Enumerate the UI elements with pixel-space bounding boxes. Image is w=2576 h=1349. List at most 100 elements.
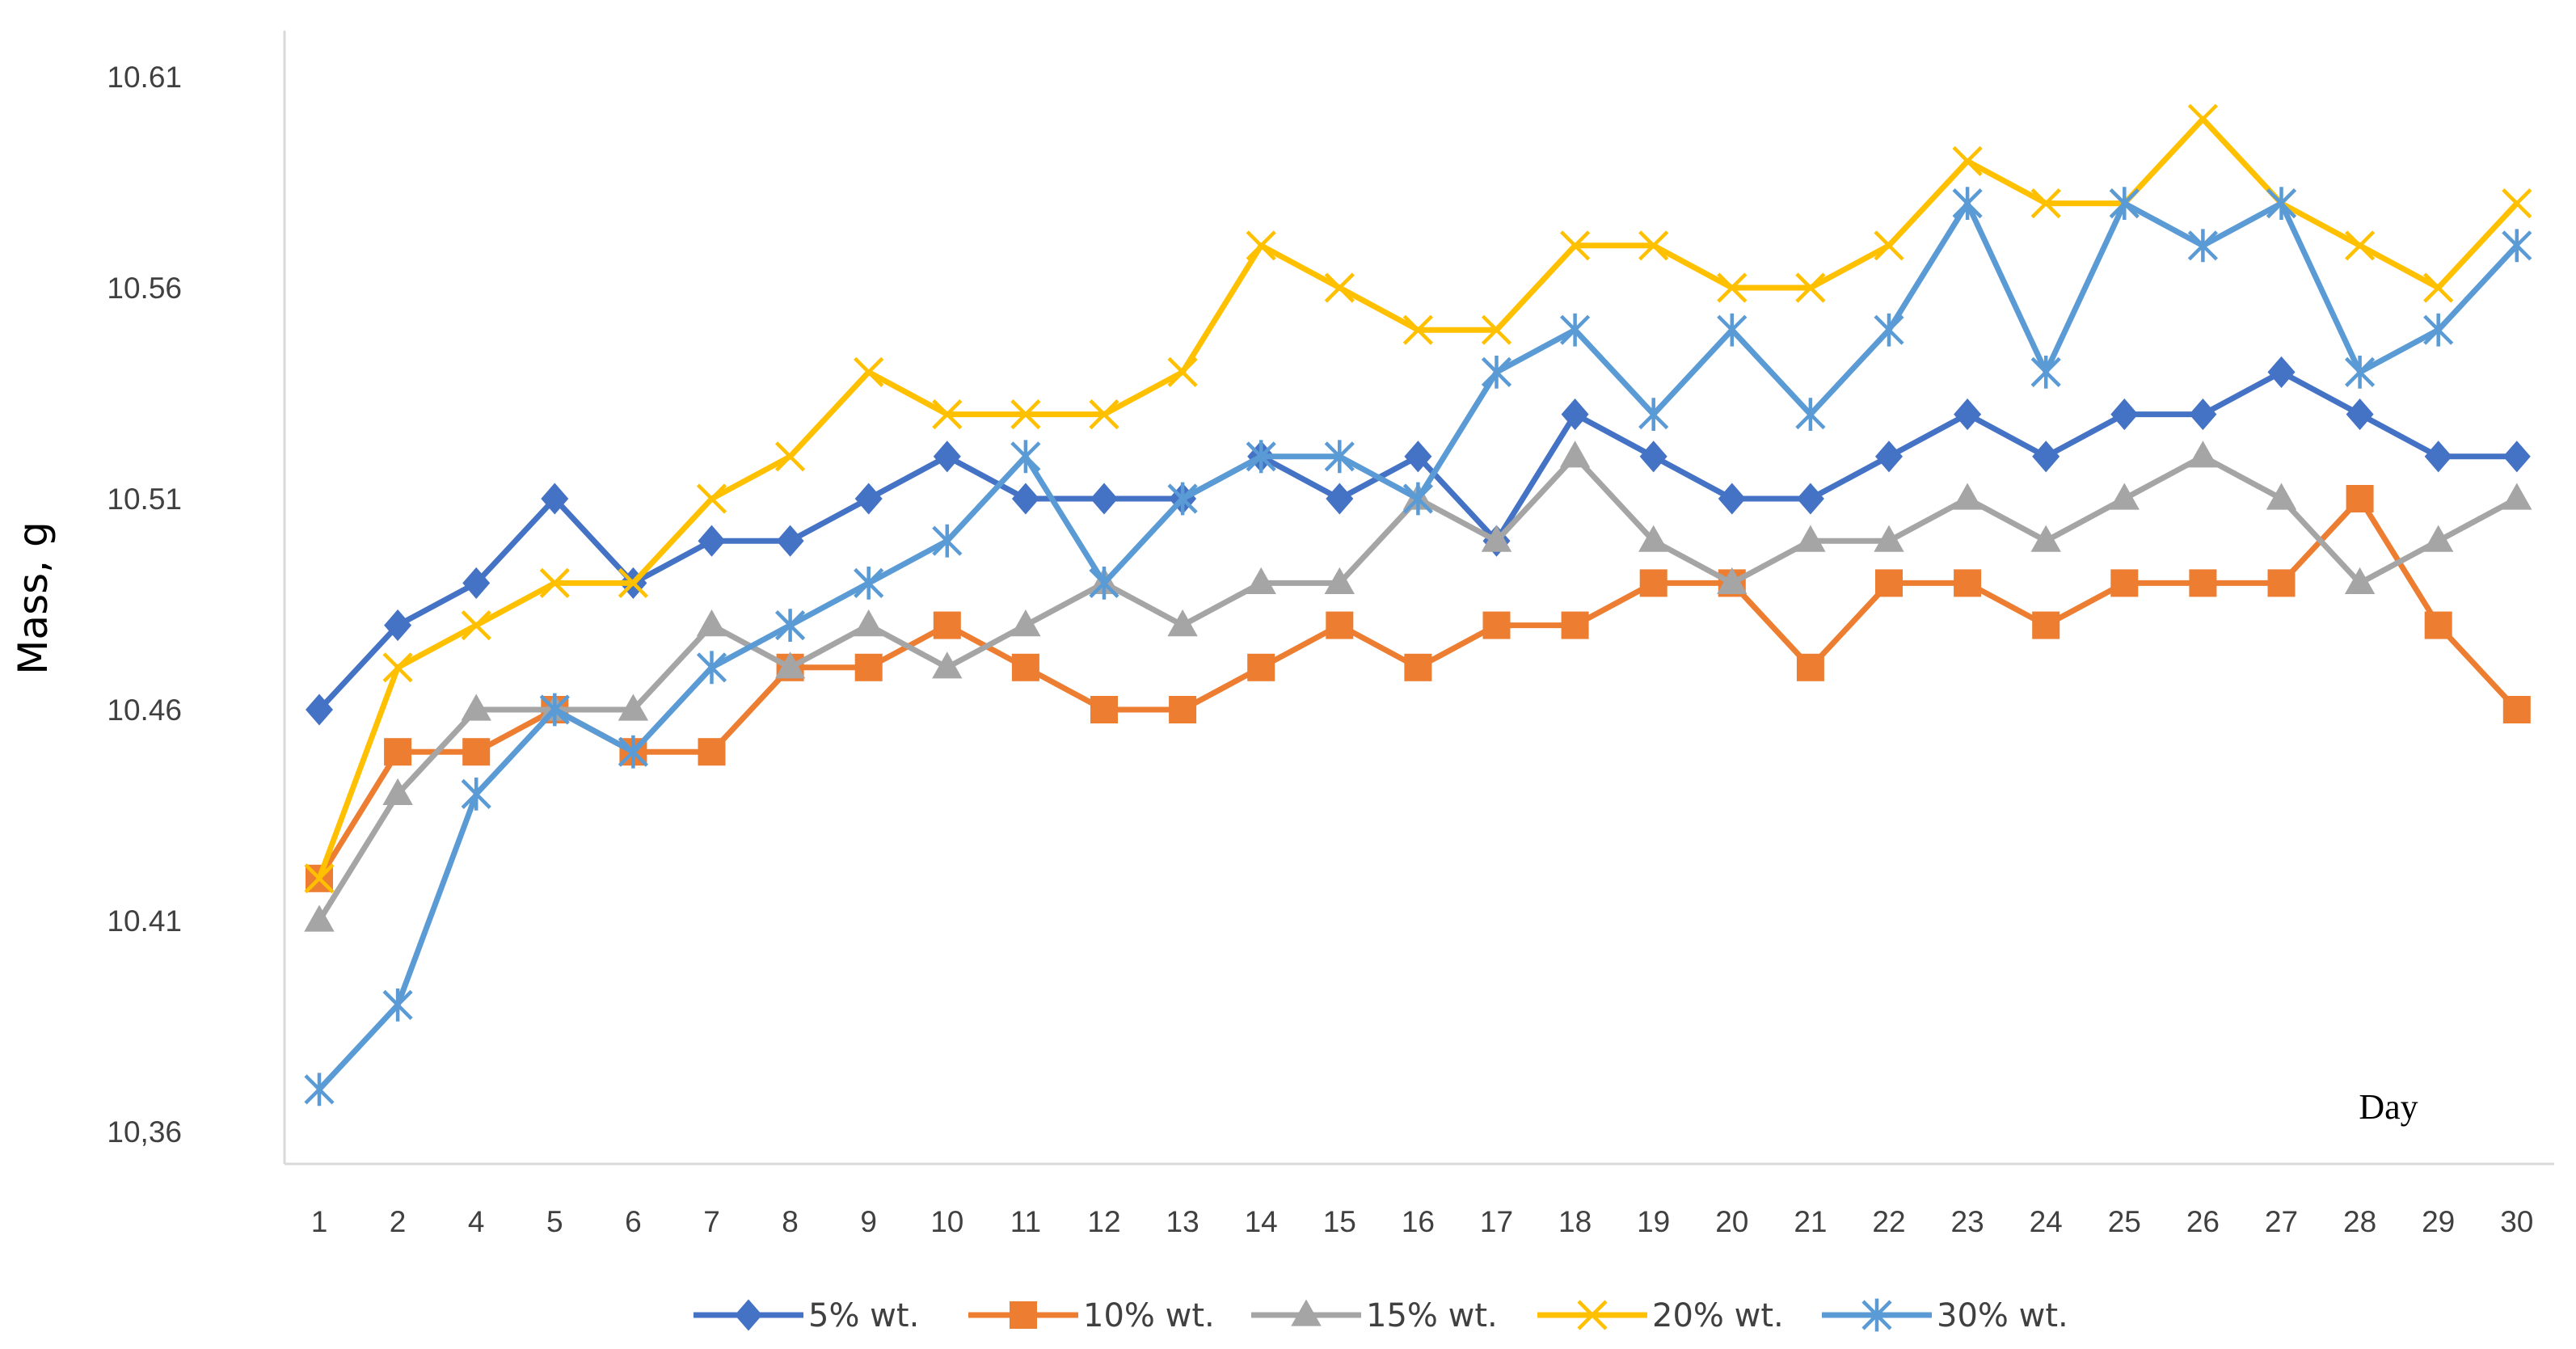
x-tick-label: 24 bbox=[2030, 1205, 2063, 1238]
x-tick-label: 5 bbox=[546, 1205, 563, 1238]
data-point bbox=[2187, 103, 2218, 134]
data-point bbox=[1326, 611, 1354, 639]
data-point bbox=[2030, 356, 2061, 389]
legend-item: 30% wt. bbox=[1822, 1297, 2068, 1334]
x-tick-label: 14 bbox=[1245, 1205, 1278, 1238]
data-point bbox=[1718, 483, 1746, 515]
data-point bbox=[933, 441, 961, 473]
data-point bbox=[2423, 525, 2454, 552]
data-point bbox=[2423, 313, 2454, 347]
data-point bbox=[1795, 525, 1826, 552]
x-tick-label: 26 bbox=[2186, 1205, 2220, 1238]
data-point bbox=[698, 525, 726, 557]
data-point bbox=[1560, 313, 1591, 347]
x-tick-label: 25 bbox=[2108, 1205, 2141, 1238]
data-point bbox=[384, 738, 412, 766]
series-1 bbox=[306, 356, 2531, 726]
data-point bbox=[1247, 653, 1275, 681]
data-point bbox=[2267, 356, 2296, 388]
series-2 bbox=[306, 485, 2531, 892]
data-point bbox=[1717, 272, 1748, 303]
data-point bbox=[1169, 696, 1197, 723]
data-point bbox=[2266, 187, 2297, 220]
data-point bbox=[854, 609, 884, 637]
data-point bbox=[2502, 188, 2532, 219]
data-point bbox=[1638, 525, 1669, 552]
series-layer bbox=[304, 103, 2532, 1107]
data-point bbox=[2189, 398, 2217, 431]
legend-label: 10% wt. bbox=[1083, 1297, 1215, 1334]
data-point bbox=[932, 651, 963, 679]
data-point bbox=[1795, 272, 1826, 303]
x-tick-label: 1 bbox=[311, 1205, 328, 1238]
x-tick-label: 9 bbox=[860, 1205, 877, 1238]
series-line bbox=[316, 495, 2520, 882]
data-point bbox=[1481, 314, 1512, 345]
x-tick-label: 12 bbox=[1087, 1205, 1120, 1238]
y-axis-label: Mass, g bbox=[10, 521, 57, 674]
data-point bbox=[854, 356, 884, 387]
data-point bbox=[541, 483, 569, 515]
data-point bbox=[2424, 441, 2452, 473]
data-point bbox=[539, 567, 570, 598]
data-point bbox=[775, 609, 806, 642]
data-point bbox=[1246, 230, 1276, 261]
data-point bbox=[1402, 482, 1433, 516]
legend-label: 30% wt. bbox=[1937, 1297, 2068, 1334]
data-point bbox=[854, 483, 883, 515]
data-point bbox=[1560, 230, 1591, 261]
data-point bbox=[698, 738, 726, 766]
legend-label: 5% wt. bbox=[808, 1297, 919, 1334]
data-point bbox=[1090, 696, 1118, 723]
data-point bbox=[2423, 272, 2454, 303]
data-point bbox=[1481, 525, 1512, 552]
data-point bbox=[775, 441, 806, 472]
data-point bbox=[1402, 314, 1433, 345]
data-point bbox=[382, 778, 413, 805]
legend-item: 15% wt. bbox=[1251, 1297, 1498, 1334]
data-point bbox=[1874, 230, 1904, 261]
legend-marker bbox=[1010, 1301, 1037, 1329]
data-point bbox=[1717, 567, 1748, 594]
data-point bbox=[1561, 611, 1589, 639]
data-point bbox=[2109, 483, 2140, 510]
legend-marker bbox=[1291, 1299, 1322, 1326]
data-point bbox=[1638, 230, 1669, 261]
data-point bbox=[1404, 653, 1432, 681]
data-point bbox=[1011, 483, 1039, 515]
data-point bbox=[774, 651, 806, 679]
data-point bbox=[2032, 441, 2060, 473]
x-tick-label: 20 bbox=[1715, 1205, 1748, 1238]
x-tick-label: 18 bbox=[1558, 1205, 1592, 1238]
y-tick-label: 10,36 bbox=[107, 1115, 182, 1149]
data-point bbox=[933, 611, 961, 639]
data-point bbox=[2110, 569, 2139, 597]
data-point bbox=[461, 693, 491, 721]
data-point bbox=[776, 525, 804, 557]
data-point bbox=[2267, 569, 2296, 597]
data-point bbox=[1561, 398, 1589, 431]
x-axis-label: Day bbox=[2359, 1087, 2418, 1127]
data-point bbox=[2502, 483, 2532, 510]
data-point bbox=[1167, 609, 1198, 637]
data-point bbox=[1090, 483, 1118, 515]
data-point bbox=[1796, 653, 1824, 681]
x-tick-label: 17 bbox=[1480, 1205, 1513, 1238]
x-tick-labels: 1 2 4 5 6 7 8 9 10 11 12 13 14 15 16 17 18 19 20 21 22 23 24 25… bbox=[311, 1205, 2534, 1238]
data-point bbox=[1952, 483, 1983, 510]
data-point bbox=[1482, 611, 1511, 639]
data-point bbox=[2189, 569, 2217, 597]
data-point bbox=[1089, 567, 1119, 600]
data-point bbox=[1246, 440, 1276, 474]
data-point bbox=[1481, 356, 1512, 389]
data-point bbox=[1875, 441, 1903, 473]
y-tick-labels: 10,36 10.41 10.46 10.51 10.56 10.61 bbox=[107, 61, 182, 1149]
data-point bbox=[932, 399, 963, 430]
series-line bbox=[316, 200, 2520, 1093]
data-point bbox=[382, 652, 413, 683]
data-point bbox=[2344, 567, 2376, 594]
data-point bbox=[1717, 313, 1748, 347]
data-point bbox=[2345, 356, 2376, 389]
data-point bbox=[2345, 230, 2376, 261]
